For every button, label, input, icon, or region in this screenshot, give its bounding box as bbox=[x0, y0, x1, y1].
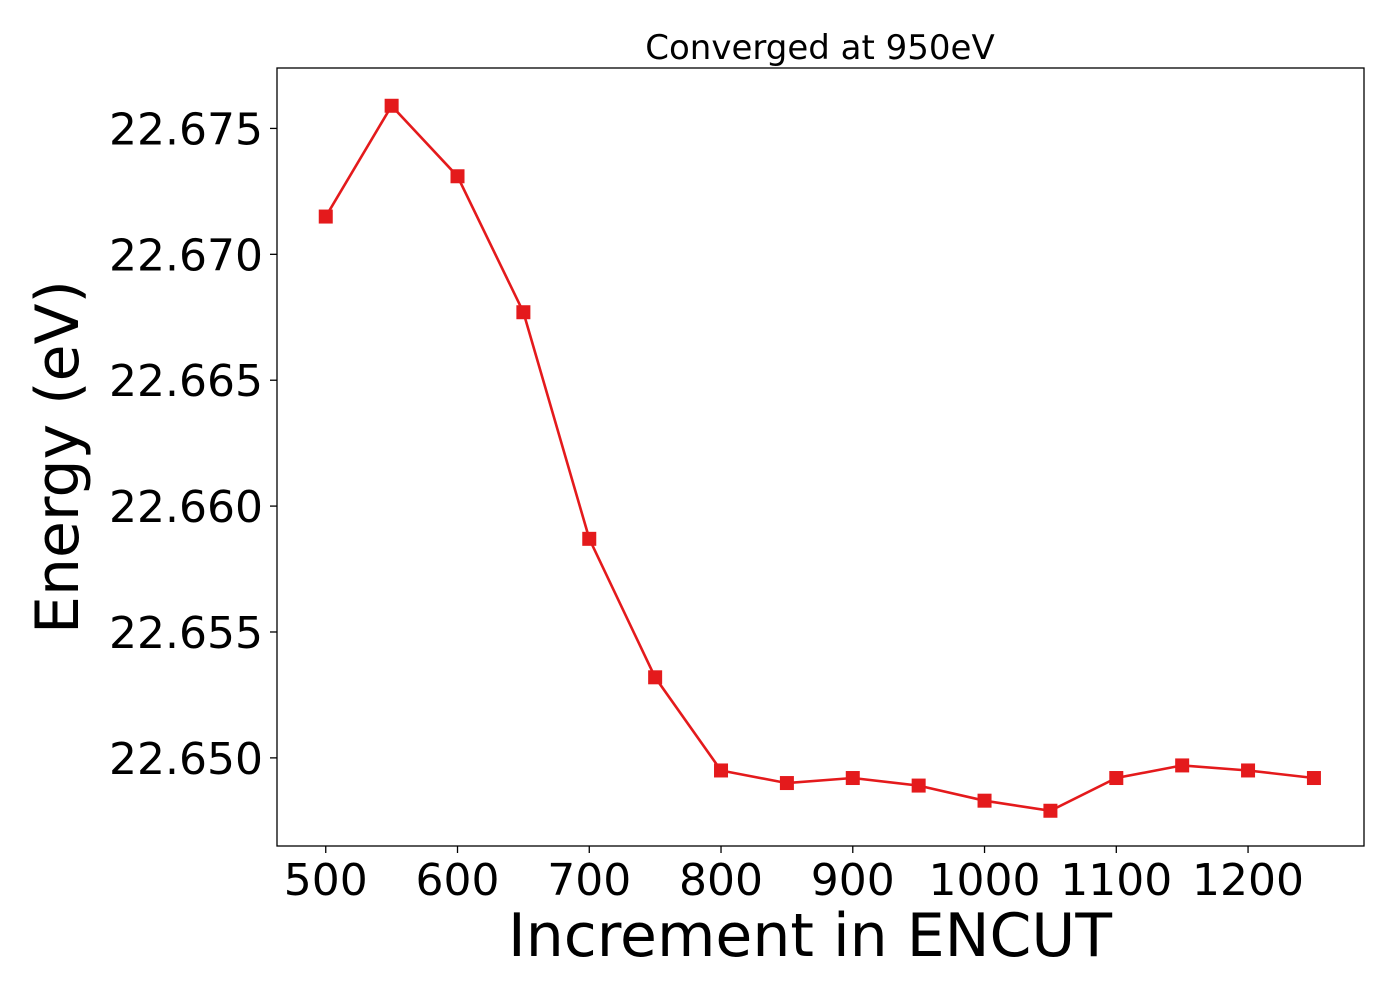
data-point-marker bbox=[1241, 763, 1256, 778]
data-point-marker bbox=[582, 531, 597, 546]
plot-area-frame bbox=[276, 67, 1365, 847]
data-point-marker bbox=[1306, 771, 1321, 786]
y-axis: 22.650 22.655 22.660 22.665 22.670 22.675 bbox=[109, 104, 277, 785]
data-point-marker bbox=[1175, 758, 1190, 773]
x-tick-label: 900 bbox=[811, 855, 895, 906]
data-point-marker bbox=[1109, 771, 1124, 786]
x-axis: 500 600 700 800 900 1000 1100 1200 bbox=[284, 846, 1304, 906]
data-point-marker bbox=[779, 776, 794, 791]
data-point-marker bbox=[714, 763, 729, 778]
x-tick-label: 500 bbox=[284, 855, 368, 906]
x-tick-label: 1200 bbox=[1192, 855, 1304, 906]
data-point-marker bbox=[318, 209, 333, 224]
y-tick-label: 22.655 bbox=[109, 608, 263, 659]
x-tick-label: 800 bbox=[679, 855, 763, 906]
x-tick-label: 1000 bbox=[929, 855, 1041, 906]
chart-title: Converged at 950eV bbox=[645, 28, 994, 68]
y-tick-label: 22.670 bbox=[109, 230, 263, 281]
energy-series-line bbox=[324, 103, 1315, 813]
x-tick-label: 600 bbox=[416, 855, 500, 906]
energy-series-markers bbox=[318, 98, 1321, 818]
y-axis-title: Energy (eV) bbox=[23, 280, 93, 634]
data-point-marker bbox=[911, 778, 926, 793]
y-tick-label: 22.660 bbox=[109, 482, 263, 533]
x-tick-label: 1100 bbox=[1060, 855, 1172, 906]
data-point-marker bbox=[977, 793, 992, 808]
y-tick-label: 22.675 bbox=[109, 104, 263, 155]
x-axis-title: Increment in ENCUT bbox=[508, 901, 1112, 971]
data-point-marker bbox=[648, 670, 663, 685]
x-tick-label: 700 bbox=[547, 855, 631, 906]
data-point-marker bbox=[845, 771, 860, 786]
data-point-marker bbox=[450, 169, 465, 184]
y-tick-label: 22.665 bbox=[109, 356, 263, 407]
data-point-marker bbox=[516, 305, 531, 320]
data-point-marker bbox=[384, 98, 399, 113]
data-point-marker bbox=[1043, 803, 1058, 818]
y-tick-label: 22.650 bbox=[109, 734, 263, 785]
